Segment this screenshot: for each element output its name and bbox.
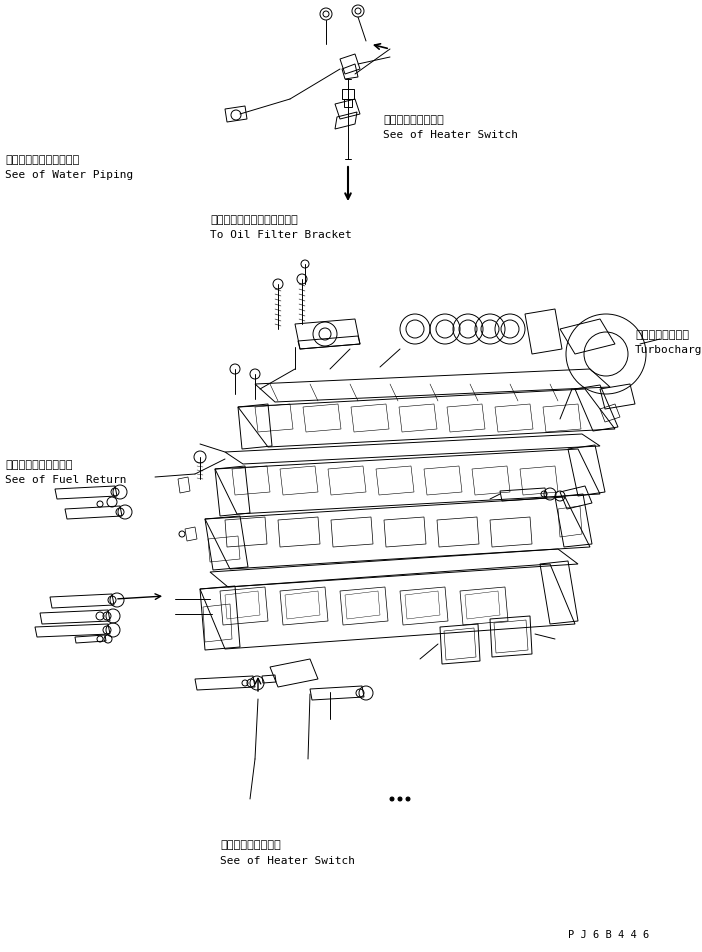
Circle shape	[406, 797, 410, 802]
Circle shape	[398, 797, 402, 802]
Text: ウォータパイピング参照: ウォータパイピング参照	[5, 155, 79, 165]
Text: Turbocharger: Turbocharger	[635, 345, 702, 355]
Text: See of Water Piping: See of Water Piping	[5, 169, 133, 180]
Text: オイルフィルタブラケットへ: オイルフィルタブラケットへ	[210, 215, 298, 225]
Text: フェエルリターン参照: フェエルリターン参照	[5, 460, 72, 469]
Text: To Oil Filter Bracket: To Oil Filter Bracket	[210, 229, 352, 240]
Text: ヒータスイッチ参照: ヒータスイッチ参照	[220, 839, 281, 849]
Text: P J 6 B 4 4 6: P J 6 B 4 4 6	[568, 929, 649, 939]
Text: ヒータスイッチ参照: ヒータスイッチ参照	[383, 115, 444, 125]
Text: See of Heater Switch: See of Heater Switch	[220, 855, 355, 865]
Text: See of Fuel Return: See of Fuel Return	[5, 474, 126, 485]
Circle shape	[390, 797, 394, 802]
Text: ターボチャージャ: ターボチャージャ	[635, 329, 689, 340]
Text: See of Heater Switch: See of Heater Switch	[383, 129, 518, 140]
